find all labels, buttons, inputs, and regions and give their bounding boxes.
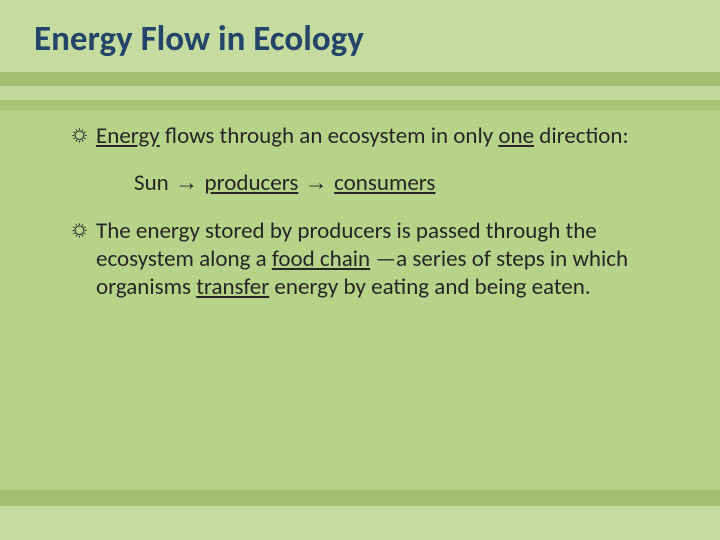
text-segment: one bbox=[498, 122, 534, 150]
text-segment: Energy bbox=[96, 122, 160, 150]
item-text: The energy stored by producers is passed… bbox=[96, 217, 628, 301]
band-bottom bbox=[0, 506, 720, 540]
band-line-1 bbox=[0, 72, 720, 86]
band-line-2 bbox=[0, 86, 720, 100]
bullet-item: ☼ Energy flows through an ecosystem in o… bbox=[72, 122, 660, 150]
flow-line: Sun → producers → consumers bbox=[134, 168, 660, 197]
flow-part: Sun bbox=[134, 169, 169, 197]
flow-part: producers bbox=[205, 169, 299, 197]
text-segment: transfer bbox=[196, 273, 269, 301]
content-area: ☼ Energy flows through an ecosystem in o… bbox=[72, 122, 660, 319]
text-segment: food chain bbox=[272, 245, 370, 273]
item-text: Energy flows through an ecosystem in onl… bbox=[96, 122, 629, 150]
band-bottom-line bbox=[0, 490, 720, 506]
bullet-item: ☼ The energy stored by producers is pass… bbox=[72, 217, 660, 301]
arrow-icon: → bbox=[298, 169, 334, 195]
page-title: Energy Flow in Ecology bbox=[34, 18, 364, 60]
sun-bullet-icon: ☼ bbox=[72, 124, 87, 148]
sun-bullet-icon: ☼ bbox=[72, 219, 87, 243]
text-segment: energy by eating and being eaten. bbox=[269, 273, 590, 301]
slide: Energy Flow in Ecology ☼ Energy flows th… bbox=[0, 0, 720, 540]
flow-part: consumers bbox=[334, 169, 435, 197]
band-line-3 bbox=[0, 100, 720, 110]
arrow-icon: → bbox=[169, 169, 205, 195]
text-segment: flows through an ecosystem in only bbox=[160, 122, 499, 150]
text-segment: direction: bbox=[534, 122, 629, 150]
